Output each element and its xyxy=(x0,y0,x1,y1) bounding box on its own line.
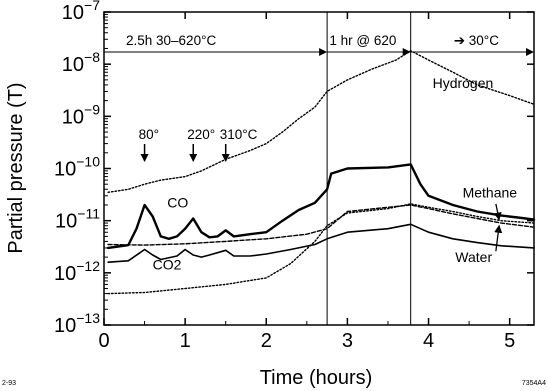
x-axis-label: Time (hours) xyxy=(260,367,373,389)
x-tick-label: 4 xyxy=(423,330,434,352)
y-tick-label: 10−13 xyxy=(54,310,100,337)
y-tick-label: 10−9 xyxy=(62,101,100,128)
series-label-co: CO xyxy=(167,194,188,210)
methane-leader-arrow xyxy=(493,203,502,221)
phase-label: 2.5h 30–620°C xyxy=(126,33,216,48)
water-leader-arrow xyxy=(494,224,503,252)
y-axis: 10−7 10−8 10−9 10−10 10−11 10−12 10−13 xyxy=(54,0,534,337)
temperature-marker-label: 220° xyxy=(187,127,215,142)
series-label-co2: CO2 xyxy=(153,257,182,273)
series-label-hydrogen: Hydrogen xyxy=(433,75,494,91)
plot-frame xyxy=(103,11,535,326)
series-lines xyxy=(106,50,536,295)
footnote-right: 7354A4 xyxy=(522,380,546,387)
temperature-marker-label: 80° xyxy=(139,127,159,142)
series-line-hydrogen xyxy=(107,50,535,193)
temperature-marker-label: 310°C xyxy=(220,127,258,142)
series-labels: Hydrogen CO Methane Water CO2 xyxy=(153,75,518,273)
y-tick-label: 10−8 xyxy=(62,49,100,76)
y-tick-label: 10−11 xyxy=(55,206,100,233)
x-tick-label: 3 xyxy=(342,330,353,352)
phase-annotations: 2.5h 30–620°C 1 hr @ 620 ➔ 30°C xyxy=(104,12,534,325)
phase-label: 1 hr @ 620 xyxy=(329,33,396,48)
phase-label: ➔ 30°C xyxy=(454,33,499,48)
temperature-markers: 80° 220° 310°C xyxy=(139,127,258,162)
series-line-co2 xyxy=(107,223,535,263)
x-tick-label: 1 xyxy=(180,330,191,352)
x-tick-label: 5 xyxy=(504,330,515,352)
y-tick-label: 10−10 xyxy=(54,154,100,181)
x-tick-label: 0 xyxy=(98,330,109,352)
series-line-water xyxy=(107,203,535,295)
footnote-left: 2-93 xyxy=(2,380,16,387)
y-axis-label: Partial pressure (T) xyxy=(5,82,27,253)
y-tick-label: 10−12 xyxy=(54,258,100,285)
x-axis: 0 1 2 3 4 5 xyxy=(98,12,515,352)
y-tick-label: 10−7 xyxy=(62,0,100,24)
series-label-methane: Methane xyxy=(463,184,518,200)
series-label-water: Water xyxy=(455,249,492,265)
series-line-co xyxy=(106,163,536,250)
x-tick-label: 2 xyxy=(261,330,272,352)
series-line-methane xyxy=(107,204,535,246)
